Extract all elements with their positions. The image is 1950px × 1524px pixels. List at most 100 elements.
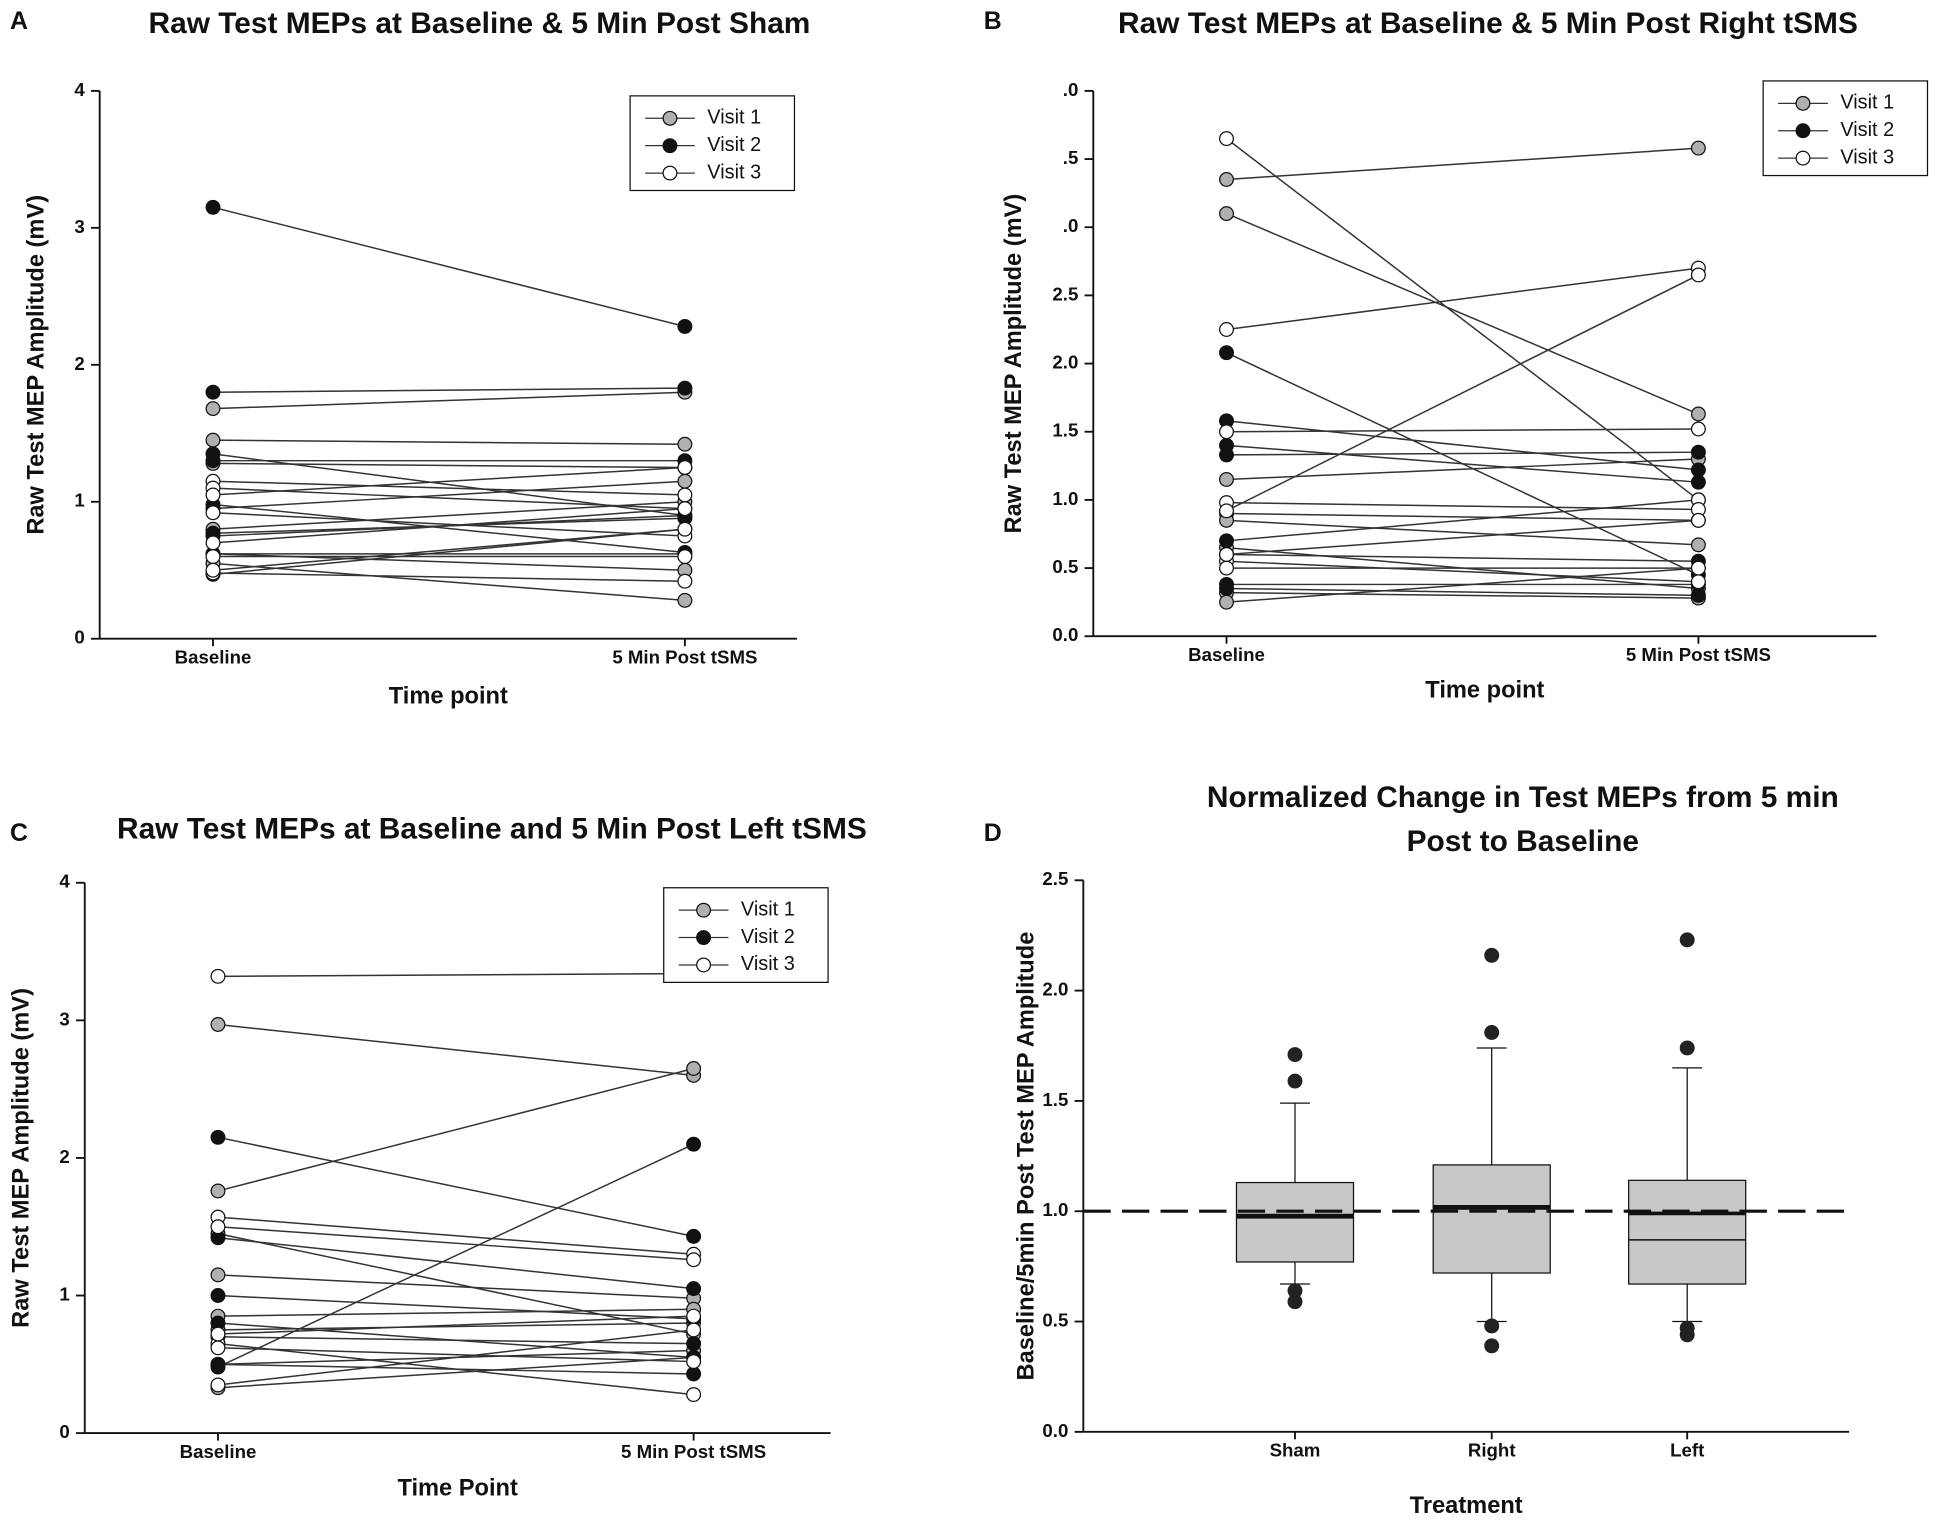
pair-line [212,507,685,544]
y-tick-label: 2 [74,353,84,374]
legend-marker [696,930,712,946]
x-tick-label: Baseline [1188,644,1265,665]
point [677,318,693,334]
point [686,1387,702,1403]
pair-line [1226,451,1699,456]
x-tick-label: Baseline [180,1441,257,1462]
pair-line [1226,420,1699,471]
pair-line [212,501,685,530]
legend-marker [696,902,712,918]
outlier [1484,947,1500,963]
point [205,505,221,521]
point [686,1322,702,1338]
y-tick-label: 0 [74,627,84,648]
pair-line [1226,587,1699,597]
point [677,592,693,608]
point [210,1183,226,1199]
point [1690,587,1706,603]
pair-line [217,1322,694,1359]
x-axis-label: Time Point [397,1475,518,1501]
pair-line [217,1274,694,1300]
x-tick-label: Baseline [175,647,252,668]
outlier [1679,932,1695,948]
pair-line [1226,138,1699,501]
point [1690,444,1706,460]
outlier [1484,1025,1500,1040]
box [1235,1181,1355,1263]
pair-line [1226,519,1699,556]
point [210,1377,226,1393]
y-tick-label: 1.0 [1042,1199,1068,1220]
legend-marker [662,110,678,126]
point [205,562,221,578]
point [1219,322,1234,337]
x-axis-label: Time point [389,684,508,710]
y-tick-label: 0.0 [1042,1420,1068,1441]
point [1690,406,1706,422]
point [1690,574,1706,590]
point [1690,474,1706,490]
point [1219,345,1234,361]
legend-label: Visit 3 [1840,146,1894,168]
point [686,1354,702,1370]
pair-line [217,1225,694,1261]
y-tick-label: .0 [1063,215,1079,236]
point [210,968,226,984]
point [210,1017,226,1032]
point [210,1267,226,1283]
chart-title: Raw Test MEPs at Baseline & 5 Min Post S… [149,7,811,40]
pair-line [217,1294,694,1320]
pair-line [212,487,685,510]
pair-line [1226,267,1699,331]
pair-line [217,1315,694,1335]
legend-marker [662,138,678,154]
chart-title: Raw Test MEPs at Baseline and 5 Min Post… [117,812,867,845]
point [1690,537,1706,553]
legend-label: Visit 1 [741,898,795,920]
point [1690,512,1706,528]
point [686,1228,702,1244]
y-axis-label: Raw Test MEP Amplitude (mV) [1001,194,1027,534]
x-tick-label: 5 Min Post tSMS [612,647,757,668]
y-tick-label: 0.5 [1042,1309,1068,1330]
y-tick-label: 2.0 [1042,979,1068,1000]
x-tick-label: 5 Min Post tSMS [1626,644,1771,665]
legend-marker [1795,150,1811,166]
box [1432,1164,1551,1274]
pair-line [212,206,686,328]
pair-line [212,503,685,554]
point [677,549,693,565]
point [1219,546,1234,562]
point [205,549,221,565]
legend-label: Visit 3 [707,161,761,183]
legend-box [629,95,796,192]
pair-line [217,1216,694,1255]
y-tick-label: 2.5 [1052,283,1078,304]
pair-line [217,1232,694,1335]
point [205,487,221,503]
point [210,1219,226,1235]
point [1219,503,1234,519]
legend-box [1762,80,1929,177]
pair-line [1226,499,1699,542]
point [677,460,693,476]
x-axis-label: Treatment [1410,1493,1523,1519]
point [686,1336,702,1352]
point [210,1356,226,1372]
panel-letter: C [10,819,28,847]
point [1219,447,1234,463]
pair-line [1226,591,1699,599]
pair-line [1226,444,1699,483]
pair-line [1226,428,1699,433]
pair-line [1226,501,1699,511]
y-tick-label: .5 [1063,147,1079,168]
legend-marker [696,957,712,973]
y-tick-label: 3 [74,216,84,237]
point [1690,140,1706,156]
pair-line [217,1347,694,1363]
outlier [1287,1073,1303,1089]
point [686,1061,702,1076]
y-tick-label: 1.0 [1052,488,1078,509]
point [210,1288,226,1303]
